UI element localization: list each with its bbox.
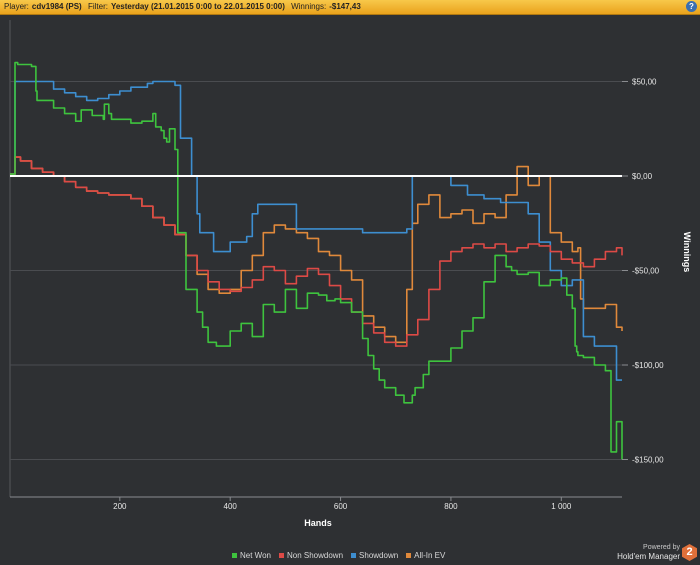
legend-item[interactable]: All-In EV (406, 551, 445, 560)
x-axis-title: Hands (304, 518, 332, 528)
y-tick-label: -$100,00 (632, 361, 664, 370)
legend-item[interactable]: Showdown (351, 551, 398, 560)
legend-label: Non Showdown (286, 551, 344, 560)
legend-swatch (351, 553, 357, 559)
y-axis-title: Winnings (682, 232, 692, 272)
y-tick-label: $50,00 (632, 78, 657, 87)
series-line-non-showdown (10, 156, 623, 347)
series-line-all-in-ev (10, 156, 623, 344)
legend-swatch (232, 553, 237, 559)
legend-swatch (406, 553, 412, 559)
winnings-value: -$147,43 (329, 2, 361, 11)
legend-label: Showdown (359, 551, 399, 560)
filter-label: Filter: (87, 2, 108, 11)
x-tick-label: 200 (113, 502, 127, 511)
grid (10, 81, 622, 460)
player-label: Player: (4, 2, 29, 11)
x-tick-label: 1 000 (551, 502, 572, 511)
player-value: cdv1984 (PS) (31, 2, 82, 11)
legend-label: All-In EV (414, 551, 446, 560)
series-line-net-won (10, 61, 623, 460)
help-icon[interactable]: ? (686, 1, 697, 12)
x-tick-label: 400 (224, 502, 238, 511)
x-tick-label: 800 (444, 502, 458, 511)
header-bar: Player: cdv1984 (PS) Filter: Yesterday (21… (0, 0, 700, 15)
series-line-showdown (10, 80, 622, 381)
y-tick-label: $0,00 (632, 172, 653, 181)
powered-by-text: Powered by (643, 544, 680, 551)
winnings-label: Winnings: (291, 2, 327, 11)
y-tick-label: -$150,00 (632, 456, 664, 465)
hm2-logo-icon: 2 (682, 544, 697, 561)
y-tick-label: -$50,00 (632, 267, 660, 276)
series-group (10, 61, 623, 460)
winnings-chart: 200 400 600 800 1 000 $50,00 $0,00 -$50,00 -$10… (9, 20, 692, 528)
legend-swatch (278, 553, 284, 559)
y-axis: $50,00 $0,00 -$50,00 -$100,00 -$150,00 (622, 78, 664, 465)
branding: Powered by Hold'em Manager (617, 543, 680, 561)
filter-value: Yesterday (21.01.2015 0:00 to 22.01.2015… (110, 2, 285, 11)
legend-item[interactable]: Non Showdown (278, 551, 344, 560)
x-axis: 200 400 600 800 1 000 (10, 496, 622, 511)
x-tick-label: 600 (334, 502, 348, 511)
legend: Net Won Non Showdown Showdown All-In EV (232, 551, 453, 560)
legend-item[interactable]: Net Won (232, 551, 271, 560)
product-name: Hold'em Manager (617, 552, 680, 561)
legend-label: Net Won (240, 551, 271, 560)
